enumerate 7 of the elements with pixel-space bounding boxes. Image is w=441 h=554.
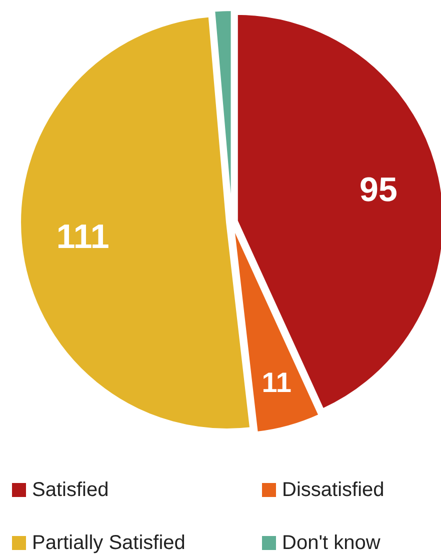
legend-label: Dissatisfied <box>282 479 384 501</box>
data-label: 95 <box>360 171 398 210</box>
data-label: 11 <box>262 366 292 398</box>
legend-label: Satisfied <box>32 479 109 501</box>
legend-label: Partially Satisfied <box>32 532 186 554</box>
legend-label: Don't know <box>282 532 381 554</box>
data-label: 111 <box>56 218 110 256</box>
